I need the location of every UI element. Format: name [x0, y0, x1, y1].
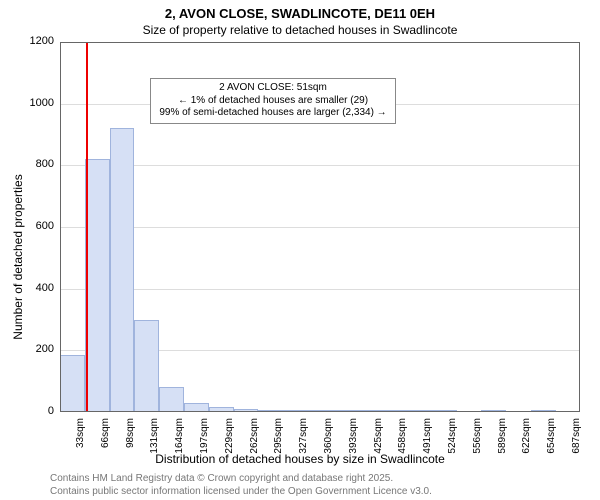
annotation-line3: 99% of semi-detached houses are larger (… [157, 107, 389, 120]
y-axis-label: Number of detached properties [11, 147, 25, 367]
x-tick-label: 131sqm [149, 418, 160, 468]
y-tick-label: 200 [14, 343, 54, 355]
x-tick-label: 654sqm [546, 418, 557, 468]
chart-title-line2: Size of property relative to detached ho… [0, 23, 600, 37]
y-tick-label: 1200 [14, 35, 54, 47]
x-tick-label: 458sqm [397, 418, 408, 468]
y-tick-label: 800 [14, 158, 54, 170]
x-tick-label: 589sqm [497, 418, 508, 468]
x-tick-label: 197sqm [199, 418, 210, 468]
y-tick-label: 1000 [14, 97, 54, 109]
footer-line2: Contains public sector information licen… [50, 486, 432, 499]
footer-attribution: Contains HM Land Registry data © Crown c… [50, 473, 432, 498]
x-tick-label: 164sqm [174, 418, 185, 468]
x-tick-label: 393sqm [348, 418, 359, 468]
y-tick-label: 600 [14, 220, 54, 232]
x-tick-label: 687sqm [571, 418, 582, 468]
chart-title-line1: 2, AVON CLOSE, SWADLINCOTE, DE11 0EH [0, 6, 600, 21]
x-tick-label: 229sqm [224, 418, 235, 468]
x-tick-label: 622sqm [521, 418, 532, 468]
plot-area: 2 AVON CLOSE: 51sqm ← 1% of detached hou… [60, 42, 580, 412]
x-tick-label: 327sqm [298, 418, 309, 468]
x-tick-label: 425sqm [373, 418, 384, 468]
x-tick-label: 98sqm [125, 418, 136, 468]
x-tick-label: 66sqm [100, 418, 111, 468]
x-tick-label: 556sqm [472, 418, 483, 468]
footer-line1: Contains HM Land Registry data © Crown c… [50, 473, 432, 486]
x-tick-label: 33sqm [75, 418, 86, 468]
x-tick-label: 524sqm [447, 418, 458, 468]
x-tick-label: 491sqm [422, 418, 433, 468]
x-tick-label: 360sqm [323, 418, 334, 468]
x-tick-label: 262sqm [249, 418, 260, 468]
y-tick-label: 0 [14, 405, 54, 417]
y-tick-label: 400 [14, 282, 54, 294]
x-tick-label: 295sqm [273, 418, 284, 468]
annotation-line2: ← 1% of detached houses are smaller (29) [157, 95, 389, 108]
annotation-line1: 2 AVON CLOSE: 51sqm [157, 82, 389, 95]
annotation-box: 2 AVON CLOSE: 51sqm ← 1% of detached hou… [150, 78, 396, 124]
